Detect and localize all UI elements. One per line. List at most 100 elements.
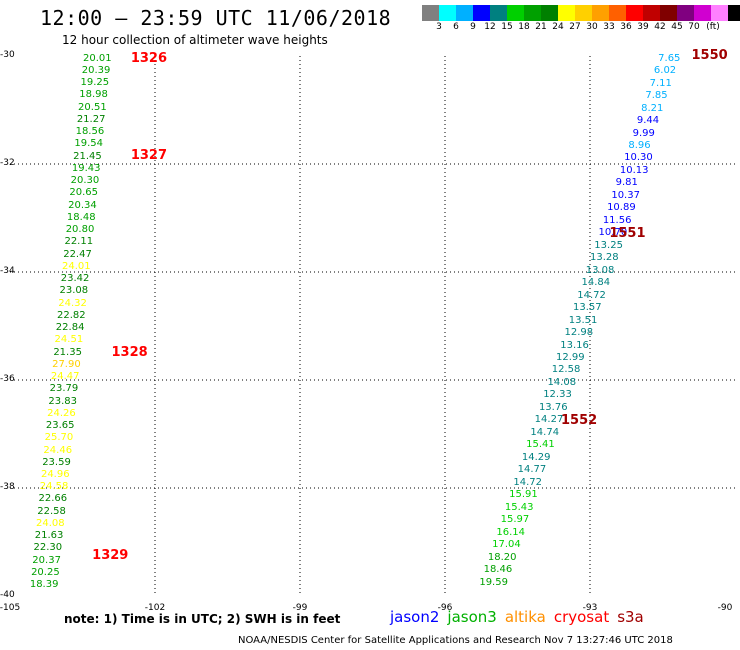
color-scale-label: 30: [586, 22, 598, 32]
wave-height-value: 14.77: [517, 464, 547, 476]
wave-height-value: 24.08: [36, 517, 65, 529]
color-swatch: [609, 5, 626, 21]
wave-height-value: 9.99: [632, 127, 655, 139]
color-scale-label: 24: [552, 22, 564, 32]
wave-height-value: 13.28: [590, 252, 619, 264]
wave-height-value: 18.98: [79, 89, 108, 101]
color-scale-label: 21: [535, 22, 547, 32]
color-scale-label: 12: [484, 22, 496, 32]
color-swatch: [490, 5, 507, 21]
wave-height-value: 19.43: [71, 162, 101, 174]
color-scale-label: 6: [453, 22, 459, 32]
color-swatch: [626, 5, 643, 21]
color-swatch: [473, 5, 490, 21]
wave-height-value: 6.02: [653, 65, 677, 77]
wave-height-value: 22.66: [38, 493, 68, 505]
wave-height-value: 18.48: [66, 211, 96, 223]
color-swatch: [677, 5, 694, 21]
wave-height-value: 23.59: [42, 456, 71, 468]
lat-tick-label: -32: [0, 158, 15, 168]
wave-height-value: 12.99: [555, 352, 585, 363]
wave-height-value: 12.58: [551, 364, 581, 376]
wave-height-value: 13.08: [585, 264, 615, 276]
lon-tick-label: -96: [437, 603, 453, 613]
color-scale-label: 70: [688, 22, 700, 32]
wave-height-value: 15.91: [509, 489, 538, 501]
wave-height-value: 13.16: [560, 339, 589, 351]
wave-height-value: 13.25: [594, 239, 623, 251]
wave-height-value: 13.57: [573, 302, 602, 314]
wave-height-value: 8.96: [628, 140, 651, 151]
wave-height-value: 11.56: [602, 214, 632, 226]
color-scale-label: 33: [603, 22, 615, 32]
color-scale-bar: [422, 5, 740, 21]
wave-height-value: 20.37: [32, 554, 61, 566]
wave-height-value: 13.76: [538, 401, 568, 413]
lon-tick-label: -93: [582, 603, 598, 613]
lat-tick-label: -38: [0, 482, 15, 492]
wave-height-value: 24.46: [43, 444, 73, 456]
wave-height-value: 22.11: [64, 236, 94, 248]
color-swatch: [592, 5, 609, 21]
wave-height-value: 16.14: [496, 526, 525, 538]
pass-number-label: 1551: [609, 226, 646, 242]
wave-height-value: 20.65: [69, 187, 99, 199]
wave-height-value: 14.27: [534, 414, 564, 426]
lat-tick-label: -34: [0, 266, 15, 276]
wave-height-value: 9.44: [636, 115, 660, 127]
wave-height-value: 19.25: [80, 77, 110, 89]
color-scale-label: 36: [620, 22, 632, 32]
wave-height-value: 22.58: [37, 505, 66, 517]
wave-height-value: 7.11: [649, 77, 672, 89]
satellite-legend-entry: altika: [504, 608, 546, 626]
color-swatch: [711, 5, 728, 21]
pass-number-label: 1550: [691, 48, 728, 63]
wave-height-value: 24.47: [50, 371, 80, 383]
wave-height-value: 20.34: [68, 199, 97, 211]
satellite-legend-entry: jason3: [447, 608, 497, 626]
lon-tick-label: -99: [292, 603, 308, 613]
map-plot-area: [10, 56, 735, 596]
color-scale-label: 42: [654, 22, 666, 32]
color-swatch: [422, 5, 439, 21]
wave-height-value: 24.01: [61, 260, 91, 272]
wave-height-value: 22.30: [33, 542, 63, 554]
wave-height-value: 22.47: [63, 248, 92, 260]
color-scale-label: 3: [436, 22, 442, 32]
wave-height-value: 12.33: [543, 389, 572, 401]
wave-height-value: 21.35: [53, 346, 82, 358]
wave-height-value: 27.90: [52, 358, 81, 370]
wave-height-value: 23.42: [60, 273, 90, 285]
wave-height-value: 18.39: [29, 579, 59, 591]
wave-height-value: 23.79: [49, 383, 79, 395]
wave-height-value: 25.70: [44, 432, 74, 444]
pass-number-label: 1326: [130, 50, 168, 66]
map-title: 12:00 — 23:59 UTC 11/06/2018: [40, 6, 392, 30]
wave-height-value: 22.84: [55, 322, 85, 334]
wave-height-value: 19.54: [74, 138, 103, 150]
wave-height-value: 10.13: [619, 164, 649, 176]
wave-height-value: 23.08: [59, 285, 89, 297]
wave-height-value: 9.81: [615, 177, 638, 189]
color-swatch: [694, 5, 711, 21]
color-scale-label: 27: [569, 22, 581, 32]
wave-height-value: 14.08: [547, 376, 577, 388]
wave-height-value: 21.63: [34, 530, 64, 542]
pass-number-label: 1328: [111, 345, 148, 360]
wave-height-value: 14.74: [530, 426, 560, 438]
wave-height-value: 15.43: [504, 501, 534, 513]
color-scale-label: 18: [518, 22, 530, 32]
wave-height-value: 20.30: [70, 175, 100, 187]
wave-height-value: 20.80: [65, 224, 95, 236]
wave-height-value: 23.83: [48, 395, 78, 407]
color-swatch: [728, 5, 740, 21]
wave-height-value: 7.85: [645, 90, 668, 102]
lat-tick-label: -40: [0, 590, 15, 600]
wave-height-value: 17.04: [492, 539, 521, 551]
satellite-legend-entry: jason2: [390, 608, 440, 626]
wave-height-value: 20.25: [31, 566, 60, 578]
color-scale-label: 9: [470, 22, 476, 32]
wave-height-value: 24.26: [47, 407, 76, 419]
wave-height-value: 18.46: [483, 564, 513, 576]
wave-height-value: 13.51: [568, 314, 598, 326]
